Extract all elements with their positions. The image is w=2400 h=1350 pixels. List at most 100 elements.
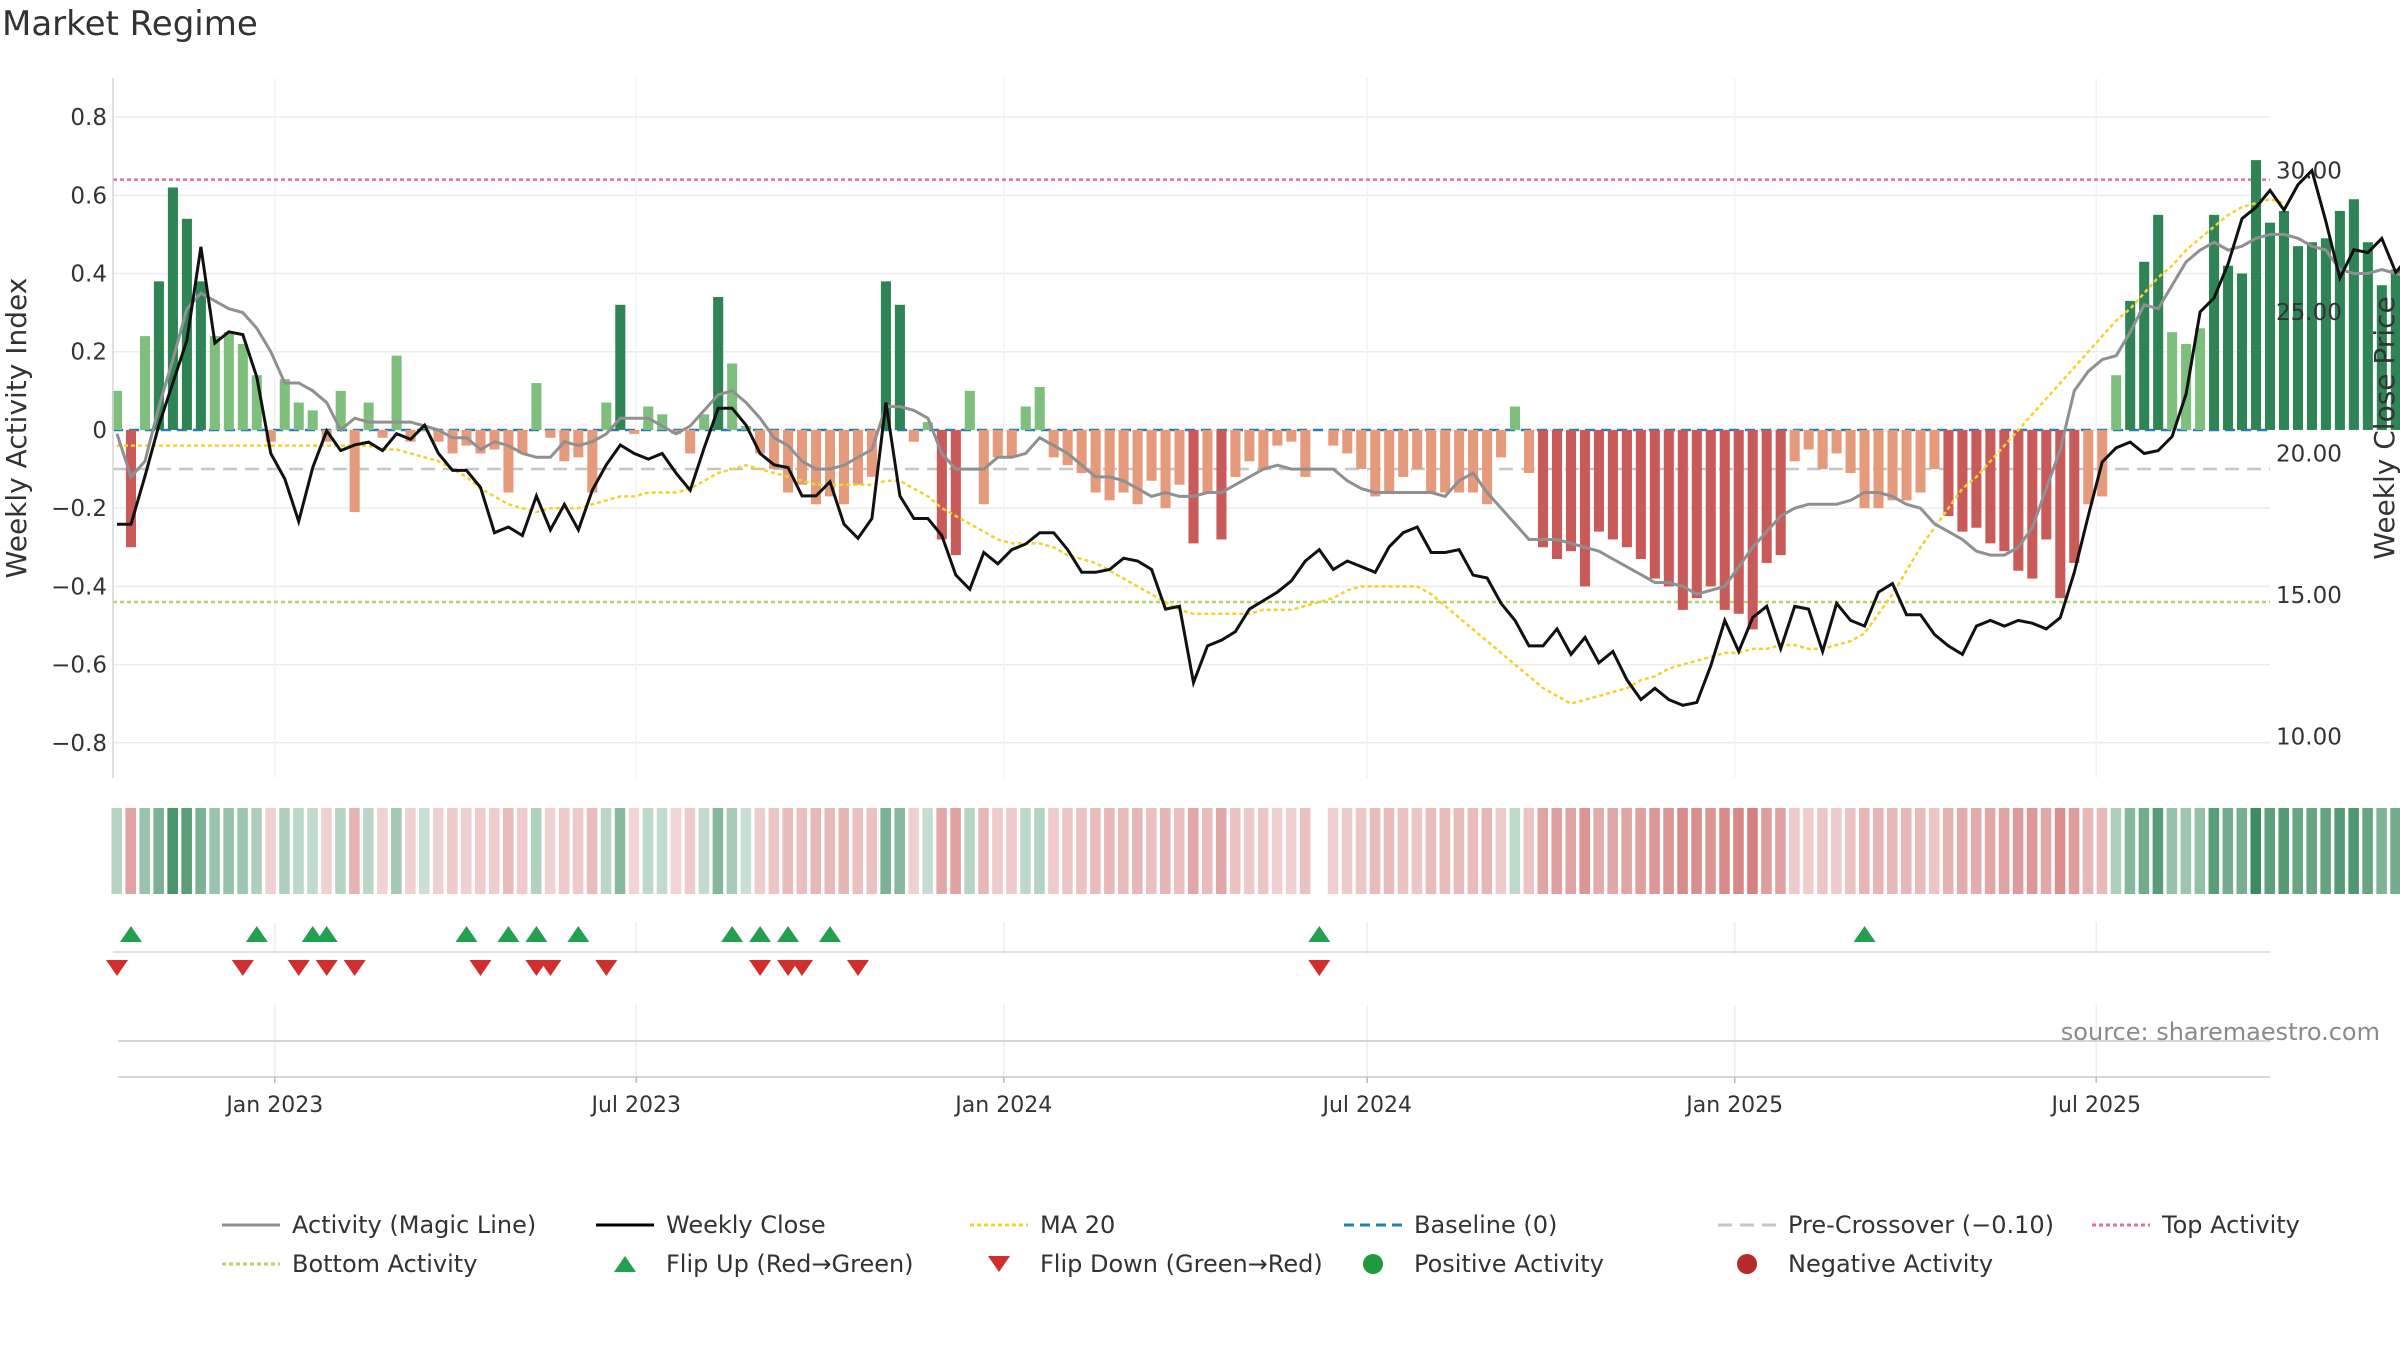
heat-strip-cell: [111, 808, 123, 894]
flip-down-marker: [1308, 960, 1331, 976]
activity-bar: [2334, 210, 2345, 430]
activity-bar: [755, 429, 766, 454]
activity-bar: [209, 336, 220, 430]
activity-bar: [1188, 429, 1199, 544]
heat-strip-cell: [796, 808, 808, 894]
heat-strip-cell: [1859, 808, 1870, 894]
activity-bar: [1817, 429, 1828, 470]
legend-swatch-dot: [1737, 1254, 1757, 1274]
legend-item: Weekly Close: [596, 1211, 826, 1239]
legend-item: Flip Down (Green→Red): [988, 1250, 1323, 1278]
activity-bar: [419, 429, 430, 431]
y-tick-label: 0.2: [70, 340, 107, 366]
heat-strip-cell: [139, 808, 150, 894]
heat-strip-cell: [293, 808, 304, 894]
heat-strip-cell: [1369, 808, 1381, 894]
heat-strip-cell: [894, 808, 905, 894]
series-lines: [115, 167, 2400, 707]
heat-strip-cell: [1495, 808, 1507, 894]
activity-bar: [531, 383, 542, 430]
activity-bar: [1593, 429, 1604, 532]
activity-bar: [293, 402, 304, 430]
activity-bar: [335, 390, 346, 430]
activity-bar: [1258, 429, 1269, 470]
date-tick-label: Jan 2023: [224, 1093, 323, 1118]
flip-down-marker: [791, 960, 814, 976]
activity-bar: [1132, 429, 1143, 505]
heat-strip-cell: [1900, 808, 1912, 894]
activity-bar: [2013, 429, 2024, 571]
y-tick-label: −0.8: [51, 731, 107, 757]
activity-bar: [1929, 429, 1940, 470]
activity-bar: [866, 429, 877, 477]
heat-strip-cell: [1775, 808, 1786, 894]
activity-bar: [1118, 429, 1129, 493]
activity-bar: [1537, 429, 1549, 548]
activity-bar: [838, 429, 850, 505]
heat-strip-cell: [125, 808, 137, 894]
activity-bar: [181, 218, 192, 430]
heat-strip-cell: [1970, 808, 1982, 894]
flip-down-marker: [287, 960, 310, 976]
activity-bar: [545, 429, 556, 438]
heat-strip-cell: [530, 808, 542, 894]
heat-strip-cell: [1327, 808, 1339, 894]
heat-strip-cell: [544, 808, 556, 894]
heat-strip-cell: [1048, 808, 1059, 894]
activity-bar: [503, 429, 514, 493]
heat-strip-cell: [1090, 808, 1101, 894]
flip-up-marker: [777, 926, 800, 942]
heat-strip-cell: [1439, 808, 1451, 894]
activity-bar: [573, 429, 584, 458]
activity-bar: [2306, 242, 2317, 430]
heat-strip-cell: [1817, 808, 1828, 894]
activity-bar: [405, 429, 416, 442]
activity-bar: [2390, 269, 2400, 430]
activity-bar: [1300, 429, 1311, 477]
heat-strip-cell: [1383, 808, 1395, 894]
activity-bar: [769, 429, 780, 470]
date-tick-label: Jul 2023: [590, 1093, 682, 1118]
heat-strip-cell: [1579, 808, 1590, 894]
activity-bar: [1062, 429, 1073, 466]
activity-bar: [978, 429, 989, 505]
heat-strip-cell: [419, 808, 430, 894]
activity-bar: [1621, 429, 1632, 548]
heat-strip-cell: [265, 808, 276, 894]
activity-bar: [1398, 429, 1409, 477]
y-tick-label: −0.2: [51, 496, 107, 522]
heat-strip-cell: [433, 808, 444, 894]
activity-bar: [783, 429, 794, 493]
heat-strip-cell: [1747, 808, 1758, 894]
activity-bar: [1663, 429, 1674, 587]
y2-tick-label: 10.00: [2276, 724, 2342, 750]
activity-bar: [1356, 429, 1367, 470]
activity-bar: [307, 410, 318, 430]
heat-strip-cell: [2362, 808, 2373, 894]
heat-strip-cell: [195, 808, 206, 894]
activity-bar: [1146, 429, 1157, 481]
heat-strip-cell: [1984, 808, 1996, 894]
heat-strip-cell: [670, 808, 682, 894]
heat-strip-cell: [2390, 808, 2400, 894]
flip-down-marker: [315, 960, 338, 976]
heat-strip-cell: [2124, 808, 2136, 894]
activity-bar: [1747, 429, 1758, 630]
activity-bar: [2264, 222, 2276, 430]
activity-bar: [2055, 429, 2066, 599]
heat-strip-cell: [586, 808, 598, 894]
legend-label: Flip Up (Red→Green): [666, 1250, 914, 1278]
heat-strip-cell: [1271, 808, 1283, 894]
heat-strip-cell: [1845, 808, 1856, 894]
heat-strip-cell: [502, 808, 514, 894]
activity-bar: [433, 429, 444, 442]
legend-label: Flip Down (Green→Red): [1040, 1250, 1323, 1278]
heat-strip-cell: [153, 808, 164, 894]
heat-strip-cell: [1761, 808, 1772, 894]
activity-bar: [1565, 429, 1577, 552]
heat-strip-cell: [1831, 808, 1842, 894]
y2-tick-label: 15.00: [2276, 583, 2342, 609]
heat-strip-cell: [992, 808, 1003, 894]
activity-bar: [2069, 429, 2080, 563]
heat-strip-cell: [964, 808, 975, 894]
